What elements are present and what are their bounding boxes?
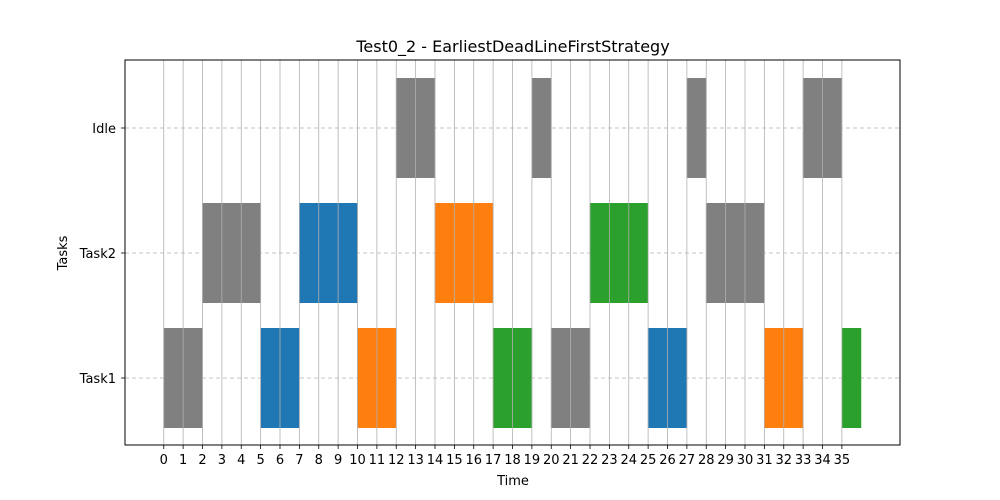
x-tick-label: 18 — [504, 453, 521, 468]
x-tick-label: 16 — [465, 453, 482, 468]
x-tick-label: 7 — [295, 453, 303, 468]
x-tick-label: 19 — [524, 453, 541, 468]
x-tick-label: 24 — [620, 453, 637, 468]
x-ticks: 0 1 2 3 4 5 6 7 8 9 10 11 12 13 14 15 16 17 18 19 20 21 22 23 24… — [160, 445, 851, 468]
x-axis-label: Time — [496, 474, 529, 489]
x-tick-label: 6 — [276, 453, 284, 468]
y-axis-label: Tasks — [56, 235, 71, 271]
chart-title: Test0_2 - EarliestDeadLineFirstStrategy — [355, 37, 669, 57]
x-tick-label: 2 — [198, 453, 206, 468]
y-tick-label: Task2 — [79, 247, 116, 262]
x-tick-label: 0 — [160, 453, 168, 468]
y-ticks: Task1 Task2 Idle — [79, 122, 125, 387]
x-tick-label: 3 — [218, 453, 226, 468]
x-tick-label: 26 — [659, 453, 676, 468]
x-tick-label: 30 — [737, 453, 754, 468]
x-tick-label: 22 — [582, 453, 599, 468]
x-tick-label: 5 — [256, 453, 264, 468]
segment-bar — [686, 78, 707, 178]
x-tick-label: 27 — [679, 453, 696, 468]
segment-bar — [531, 78, 552, 178]
x-tick-label: 23 — [601, 453, 618, 468]
x-tick-label: 10 — [349, 453, 366, 468]
segment-bar — [590, 203, 649, 303]
x-tick-label: 35 — [834, 453, 851, 468]
x-tick-label: 25 — [640, 453, 657, 468]
x-tick-label: 8 — [315, 453, 323, 468]
x-tick-label: 1 — [179, 453, 187, 468]
x-tick-label: 15 — [446, 453, 463, 468]
x-tick-label: 11 — [369, 453, 386, 468]
x-tick-label: 20 — [543, 453, 560, 468]
x-tick-label: 33 — [795, 453, 812, 468]
segment-bar — [706, 203, 765, 303]
segment-bar — [299, 203, 358, 303]
x-tick-label: 21 — [562, 453, 579, 468]
x-tick-label: 4 — [237, 453, 245, 468]
x-tick-label: 14 — [427, 453, 444, 468]
y-tick-label: Idle — [92, 122, 116, 137]
x-tick-label: 13 — [407, 453, 424, 468]
x-tick-label: 9 — [334, 453, 342, 468]
x-tick-label: 34 — [814, 453, 831, 468]
x-tick-label: 31 — [756, 453, 773, 468]
x-tick-label: 29 — [717, 453, 734, 468]
x-tick-label: 32 — [775, 453, 792, 468]
segment-bar — [841, 328, 862, 428]
segment-bar — [202, 203, 261, 303]
segments — [163, 78, 862, 428]
y-tick-label: Task1 — [79, 372, 116, 387]
x-tick-label: 28 — [698, 453, 715, 468]
x-tick-label: 12 — [388, 453, 405, 468]
x-tick-label: 17 — [485, 453, 502, 468]
segment-bar — [435, 203, 494, 303]
